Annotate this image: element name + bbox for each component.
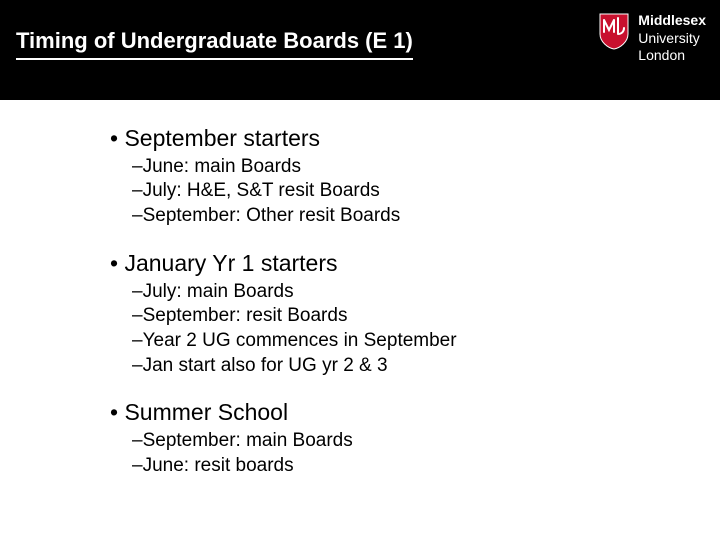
bullet-heading: • Summer School (110, 398, 704, 427)
bullet-heading: • September starters (110, 124, 704, 153)
sub-text: Jan start also for UG yr 2 & 3 (143, 355, 388, 376)
sub-text: Year 2 UG commences in September (143, 330, 457, 351)
sub-text: September: main Boards (143, 430, 353, 451)
sub-item: –June: resit boards (132, 454, 704, 479)
logo-line2: University (638, 30, 706, 48)
sub-item: –September: resit Boards (132, 304, 704, 329)
sub-text: September: resit Boards (143, 305, 348, 326)
logo-text: Middlesex University London (638, 12, 706, 65)
heading-text: September starters (124, 125, 320, 151)
sub-text: June: resit boards (143, 455, 294, 476)
sub-item: –Year 2 UG commences in September (132, 329, 704, 354)
sub-item: –September: Other resit Boards (132, 204, 704, 229)
sub-item: –Jan start also for UG yr 2 & 3 (132, 354, 704, 379)
section-2: • Summer School –September: main Boards … (110, 398, 704, 478)
sub-text: July: main Boards (143, 281, 294, 302)
logo-line1: Middlesex (638, 12, 706, 30)
bullet-heading: • January Yr 1 starters (110, 249, 704, 278)
sub-item: –July: main Boards (132, 280, 704, 305)
shield-icon (598, 12, 630, 50)
university-logo: Middlesex University London (598, 12, 706, 65)
section-0: • September starters –June: main Boards … (110, 124, 704, 229)
page-title: Timing of Undergraduate Boards (E 1) (16, 28, 413, 60)
heading-text: Summer School (124, 399, 288, 425)
sub-item: –September: main Boards (132, 429, 704, 454)
heading-text: January Yr 1 starters (124, 250, 337, 276)
logo-line3: London (638, 47, 706, 65)
sub-text: September: Other resit Boards (143, 205, 401, 226)
header-band: Timing of Undergraduate Boards (E 1) Mid… (0, 0, 720, 100)
sub-text: June: main Boards (143, 156, 301, 177)
sub-item: –June: main Boards (132, 155, 704, 180)
content-area: • September starters –June: main Boards … (0, 100, 720, 514)
section-1: • January Yr 1 starters –July: main Boar… (110, 249, 704, 379)
sub-text: July: H&E, S&T resit Boards (143, 180, 380, 201)
sub-item: –July: H&E, S&T resit Boards (132, 179, 704, 204)
